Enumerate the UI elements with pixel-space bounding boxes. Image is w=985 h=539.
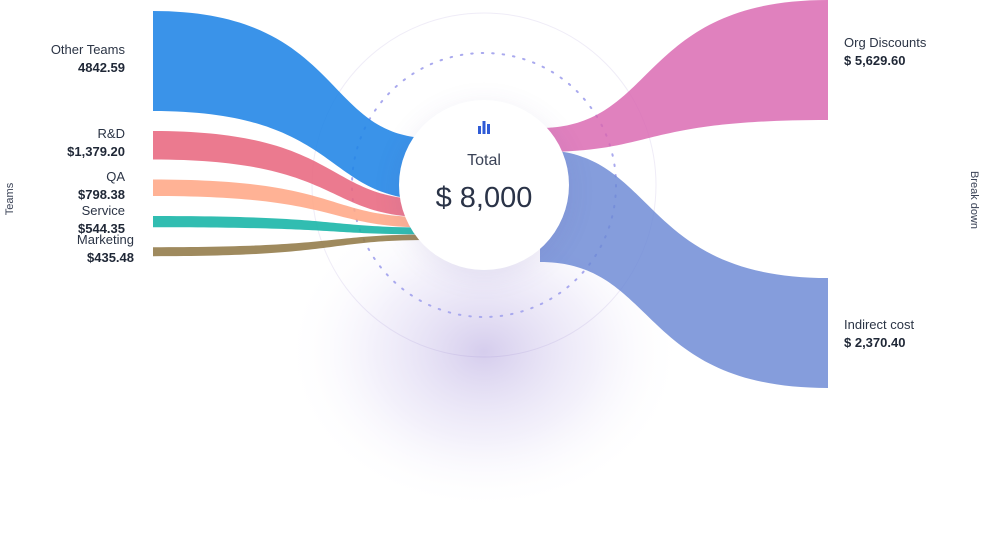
source-name: Service: [81, 202, 125, 218]
ribbon-org-discounts: [540, 0, 828, 152]
source-name: Other Teams: [50, 42, 125, 57]
source-value: $435.48: [87, 249, 134, 265]
bar-chart-icon: [478, 121, 490, 134]
source-label-r-d: R&D $1,379.20: [67, 125, 125, 161]
ribbon-indirect-cost: [540, 150, 828, 388]
total-circle: Total $ 8,000: [399, 100, 569, 270]
source-label-service: Service $544.35: [78, 202, 125, 238]
source-value: $544.35: [78, 220, 125, 236]
ribbon-qa: [153, 179, 430, 228]
target-name: Org Discounts: [844, 35, 927, 50]
ribbon-r-d: [153, 131, 430, 218]
target-value: $ 2,370.40: [844, 335, 906, 350]
total-value: $ 8,000: [435, 182, 533, 214]
source-value: $1,379.20: [67, 144, 125, 160]
ribbon-service: [153, 215, 430, 235]
left-axis-title: Teams: [4, 182, 16, 216]
target-value: $ 5,629.60: [844, 53, 906, 68]
source-name: QA: [106, 168, 125, 184]
source-label-qa: QA $798.38: [78, 168, 125, 204]
source-name: Marketing: [76, 231, 134, 247]
ribbon-other-teams: [153, 11, 430, 200]
target-name: Indirect cost: [844, 317, 915, 332]
source-value: $798.38: [78, 186, 125, 202]
outer-ring: [311, 12, 657, 358]
right-axis-title: Break down: [968, 170, 980, 230]
source-name: R&D: [97, 126, 125, 142]
total-label: Total: [467, 152, 501, 169]
target-label-indirect-cost: Indirect cost $ 2,370.40: [844, 316, 914, 352]
target-label-org-discounts: Org Discounts $ 5,629.60: [844, 34, 926, 70]
source-value: 4842.59: [78, 60, 125, 75]
ribbon-marketing: [153, 234, 430, 257]
source-label-other-teams: Other Teams 4842.59: [51, 41, 125, 77]
source-label-marketing: Marketing $435.48: [77, 231, 134, 267]
